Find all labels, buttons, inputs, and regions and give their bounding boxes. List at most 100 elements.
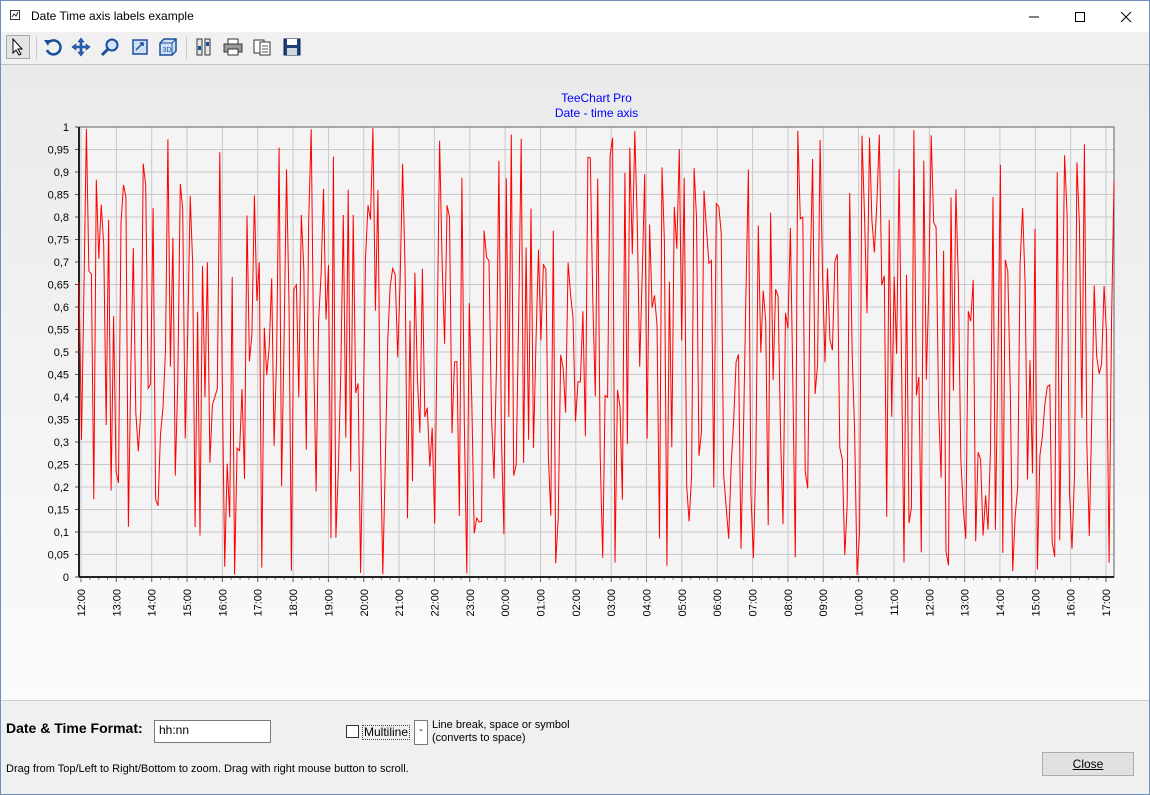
x-tick-label: 11:00: [889, 589, 901, 616]
y-tick-label: 0,75: [48, 235, 69, 247]
x-tick-label: 18:00: [288, 589, 300, 617]
save-button[interactable]: [280, 35, 304, 59]
minimize-button[interactable]: [1011, 1, 1057, 32]
move-button[interactable]: [69, 35, 93, 59]
title-bar[interactable]: Date Time axis labels example: [1, 1, 1149, 32]
x-tick-label: 10:00: [854, 589, 866, 617]
x-tick-label: 19:00: [323, 589, 335, 617]
hint-text: Drag from Top/Left to Right/Bottom to zo…: [6, 763, 409, 775]
toolbar-separator: [36, 37, 37, 59]
view-3d-icon: 3D: [159, 38, 177, 56]
format-input[interactable]: hh:nn: [154, 720, 271, 743]
y-tick-label: 0: [63, 572, 69, 584]
separator-label-line1: Line break, space or symbol: [432, 719, 570, 731]
y-tick-label: 1: [63, 122, 69, 134]
pointer-button[interactable]: [6, 35, 30, 59]
y-tick-label: 0,4: [54, 392, 69, 404]
y-tick-label: 0,1: [54, 527, 69, 539]
chart-subtitle: Date - time axis: [555, 106, 638, 120]
chart-panel[interactable]: TeeChart Pro Date - time axis 0 0,05 0,1 0,15…: [1, 64, 1149, 701]
x-tick-label: 13:00: [960, 589, 972, 617]
y-tick-label: 0,85: [48, 190, 69, 202]
x-tick-label: 20:00: [359, 589, 371, 617]
x-tick-label: 14:00: [147, 589, 159, 617]
x-tick-label: 17:00: [1101, 589, 1113, 617]
x-tick-label: 05:00: [677, 589, 689, 617]
y-tick-label: 0,2: [54, 482, 69, 494]
separator-label: Line break, space or symbol (converts to…: [432, 719, 592, 745]
series-line: [78, 128, 1115, 576]
window-title: Date Time axis labels example: [31, 9, 194, 23]
close-window-button[interactable]: [1103, 1, 1149, 32]
y-tick-label: 0,7: [54, 257, 69, 269]
x-tick-label: 21:00: [394, 589, 406, 617]
undo-zoom-icon: [44, 39, 62, 56]
y-tick-label: 0,8: [54, 212, 69, 224]
separator-label-line2: (converts to space): [432, 732, 526, 744]
maximize-icon: [1075, 11, 1085, 22]
x-tick-label: 14:00: [995, 589, 1007, 617]
format-label: Date & Time Format:: [6, 720, 143, 736]
x-tick-label: 02:00: [571, 589, 583, 617]
x-tick-label: 12:00: [76, 589, 88, 617]
minimize-icon: [1029, 16, 1039, 17]
copy-icon: [253, 39, 271, 56]
y-tick-label: 0,65: [48, 280, 69, 292]
y-tick-label: 0,25: [48, 460, 69, 472]
x-tick-label: 07:00: [748, 589, 760, 617]
app-icon: [10, 10, 20, 20]
x-tick-label: 16:00: [217, 589, 229, 617]
chart-title: TeeChart Pro: [561, 91, 632, 105]
y-tick-label: 0,15: [48, 505, 69, 517]
y-tick-label: 0,55: [48, 325, 69, 337]
y-tick-label: 0,9: [54, 167, 69, 179]
print-icon: [223, 38, 243, 56]
x-tick-label: 00:00: [500, 589, 512, 617]
x-tick-label: 13:00: [111, 589, 123, 617]
multiline-checkbox[interactable]: [346, 725, 359, 738]
y-tick-label: 0,45: [48, 370, 69, 382]
zoom-icon: [100, 38, 119, 57]
x-tick-label: 01:00: [535, 589, 547, 617]
x-tick-label: 06:00: [712, 589, 724, 617]
y-tick-label: 0,35: [48, 415, 69, 427]
y-tick-label: 0,05: [48, 550, 69, 562]
x-tick-label: 16:00: [1066, 589, 1078, 617]
print-button[interactable]: [221, 35, 245, 59]
x-tick-label: 15:00: [1030, 589, 1042, 617]
pointer-icon: [12, 38, 24, 56]
x-tick-label: 09:00: [818, 589, 830, 617]
x-tick-label: 15:00: [182, 589, 194, 617]
svg-text:3D: 3D: [163, 47, 172, 54]
x-tick-label: 23:00: [465, 589, 477, 617]
x-tick-label: 17:00: [253, 589, 265, 617]
rotate-2d-button[interactable]: [128, 35, 152, 59]
editor-button[interactable]: [192, 35, 216, 59]
x-tick-label: 08:00: [783, 589, 795, 617]
maximize-button[interactable]: [1057, 1, 1103, 32]
undo-zoom-button[interactable]: [41, 35, 65, 59]
view-3d-button[interactable]: 3D: [156, 35, 180, 59]
save-icon: [283, 38, 301, 56]
multiline-label[interactable]: Multiline: [362, 725, 411, 740]
toolbar: 3D: [1, 32, 1149, 64]
x-tick-label: 03:00: [606, 589, 618, 617]
editor-icon: [196, 38, 211, 56]
toolbar-separator: [186, 37, 187, 59]
y-tick-label: 0,5: [54, 347, 69, 359]
y-tick-label: 0,3: [54, 437, 69, 449]
close-button[interactable]: Close: [1042, 752, 1134, 776]
x-tick-label: 04:00: [642, 589, 654, 617]
x-tick-label: 12:00: [924, 589, 936, 617]
y-tick-label: 0,95: [48, 145, 69, 157]
x-tick-label: 22:00: [429, 589, 441, 617]
close-icon: [1120, 11, 1132, 22]
zoom-button[interactable]: [98, 35, 122, 59]
move-icon: [71, 37, 91, 57]
y-tick-label: 0,6: [54, 302, 69, 314]
separator-input[interactable]: -: [414, 720, 428, 745]
copy-button[interactable]: [250, 35, 274, 59]
rotate-2d-icon: [132, 39, 148, 55]
